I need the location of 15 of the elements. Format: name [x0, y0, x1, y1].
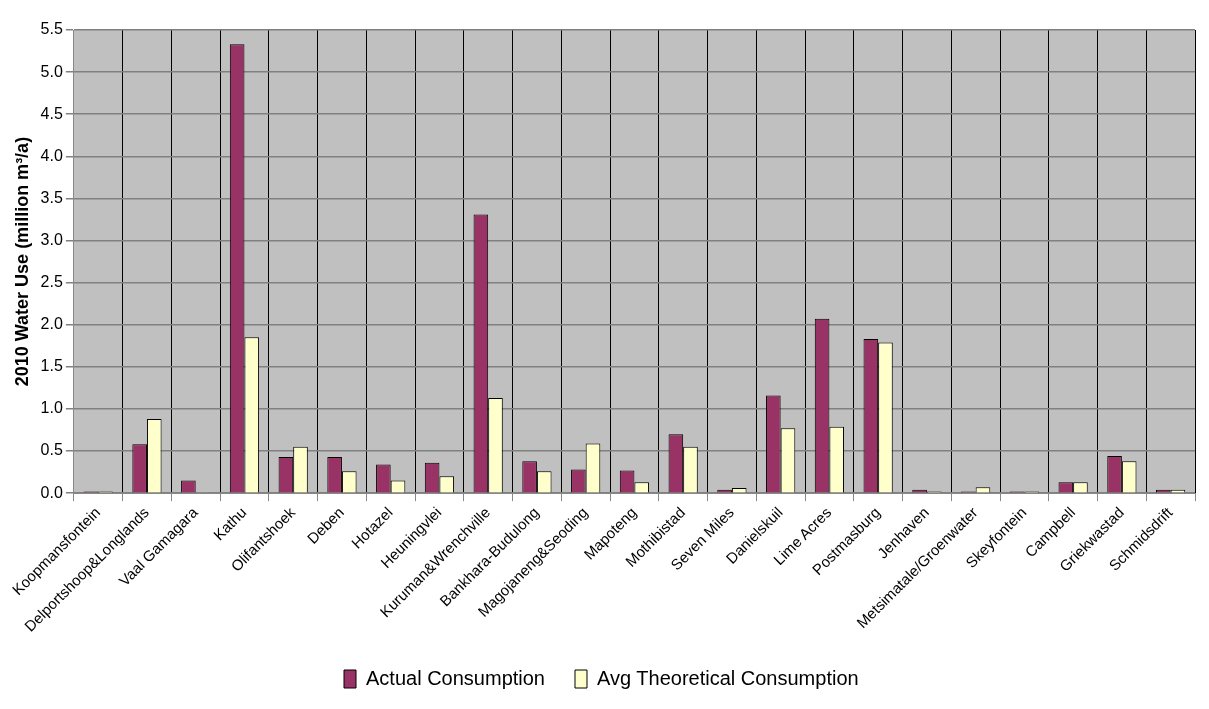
legend-label: Avg Theoretical Consumption — [597, 666, 859, 689]
legend-label: Actual Consumption — [366, 666, 545, 689]
y-tick-label: 5.5 — [40, 20, 63, 38]
y-tick-label: 0.5 — [40, 441, 63, 459]
y-tick-label: 2.5 — [40, 273, 63, 291]
y-tick-label: 1.0 — [40, 399, 63, 417]
y-tick-label: 5.0 — [40, 62, 63, 80]
y-tick-label: 3.0 — [40, 230, 63, 248]
y-tick-label: 3.5 — [40, 188, 63, 206]
y-tick-label: 1.5 — [40, 357, 63, 375]
y-tick-label: 4.5 — [40, 104, 63, 122]
y-tick-label: 2.0 — [40, 315, 63, 333]
y-tick-label: 0.0 — [40, 483, 63, 501]
y-axis-title: 2010 Water Use (million m³/a) — [11, 136, 32, 387]
y-tick-label: 4.0 — [40, 146, 63, 164]
